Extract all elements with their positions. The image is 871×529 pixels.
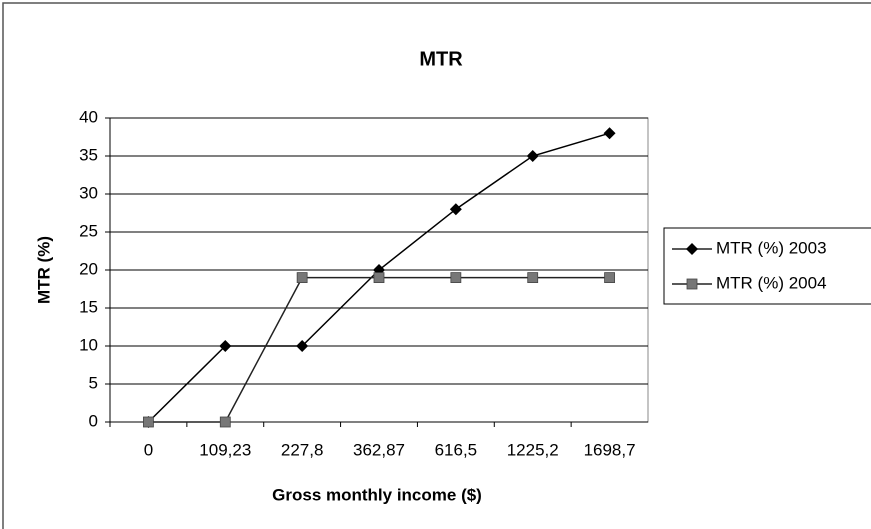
point xyxy=(603,127,616,140)
y-tick-label: 30 xyxy=(79,183,98,202)
point xyxy=(527,272,539,284)
legend-marker xyxy=(686,243,698,255)
x-tick-label: 109,23 xyxy=(199,440,251,459)
point xyxy=(219,340,232,352)
y-tick-label: 0 xyxy=(89,411,98,430)
x-axis-label: Gross monthly income ($) xyxy=(272,485,482,504)
point xyxy=(296,272,308,284)
legend-marker xyxy=(686,278,698,290)
y-tick-label: 5 xyxy=(89,373,98,392)
y-tick-label: 25 xyxy=(79,221,98,240)
x-tick-label: 616,5 xyxy=(435,440,478,459)
y-tick-label: 15 xyxy=(79,297,98,316)
point xyxy=(450,272,462,284)
legend-label: MTR (%) 2004 xyxy=(716,273,827,292)
x-tick-label: 0 xyxy=(144,440,153,459)
x-tick-label: 1698,7 xyxy=(584,440,636,459)
point xyxy=(219,416,231,428)
x-tick-label: 227,8 xyxy=(281,440,324,459)
x-tick-label: 1225,2 xyxy=(507,440,559,459)
legend-label: MTR (%) 2003 xyxy=(716,238,827,257)
y-tick-label: 10 xyxy=(79,335,98,354)
point xyxy=(449,203,462,216)
y-tick-label: 40 xyxy=(79,107,98,126)
point xyxy=(143,416,154,428)
chart-title: MTR xyxy=(419,48,463,70)
point xyxy=(604,272,615,284)
y-tick-label: 20 xyxy=(79,259,98,278)
legend xyxy=(663,227,871,305)
point xyxy=(526,150,539,162)
y-tick-label: 35 xyxy=(79,145,98,164)
y-axis-label: MTR (%) xyxy=(34,236,53,304)
point xyxy=(373,272,385,284)
point xyxy=(296,340,309,352)
x-tick-label: 362,87 xyxy=(353,440,405,459)
